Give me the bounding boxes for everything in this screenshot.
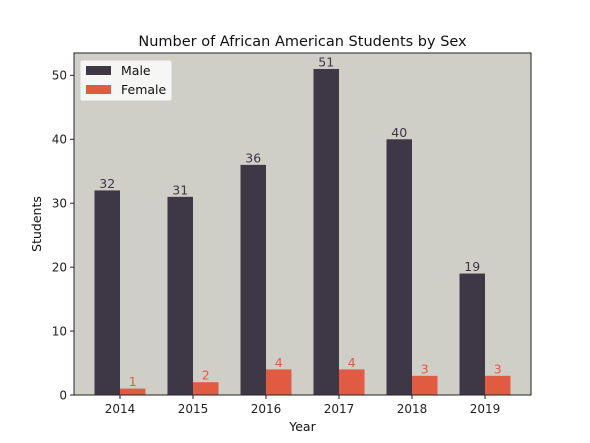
y-tick-label-40: 40	[52, 133, 67, 147]
x-tick-label-2016: 2016	[251, 402, 282, 416]
bars-group	[94, 68, 511, 395]
legend-swatch-male	[86, 66, 111, 75]
y-tick-label-30: 30	[52, 197, 67, 211]
y-axis-label: Students	[29, 196, 44, 252]
y-tick-label-10: 10	[52, 324, 67, 338]
y-axis: 0 10 20 30 40 50	[52, 69, 74, 402]
x-tick-label-2018: 2018	[397, 402, 428, 416]
bar-female-2016	[266, 369, 292, 395]
y-tick-label-50: 50	[52, 69, 67, 83]
bar-male-2018	[386, 139, 412, 395]
plot-area	[74, 53, 531, 395]
data-label-female-2019: 3	[494, 361, 502, 376]
data-label-female-2015: 2	[202, 368, 210, 383]
data-label-male-2017: 51	[318, 54, 334, 69]
data-label-female-2014: 1	[129, 374, 137, 389]
bar-male-2019	[459, 273, 485, 395]
plot-frame	[73, 52, 532, 396]
x-axis: 2014 2015 2016 2017 2018 2019	[105, 395, 501, 416]
y-tick-label-20: 20	[52, 260, 67, 274]
x-tick-label-2017: 2017	[324, 402, 355, 416]
data-label-female-2016: 4	[275, 355, 283, 370]
bar-female-2014	[120, 388, 146, 395]
x-axis-label: Year	[288, 419, 316, 434]
bar-male-2015	[167, 196, 193, 395]
data-label-male-2016: 36	[245, 150, 261, 165]
bar-male-2017	[313, 68, 339, 395]
data-label-male-2019: 19	[464, 259, 480, 274]
data-label-female-2018: 3	[421, 361, 429, 376]
x-tick-label-2014: 2014	[105, 402, 136, 416]
bar-female-2018	[412, 375, 438, 395]
bar-male-2014	[94, 190, 120, 395]
bar-female-2019	[485, 375, 511, 395]
bar-female-2017	[339, 369, 365, 395]
chart-title: Number of African American Students by S…	[138, 34, 467, 50]
legend: Male Female	[79, 59, 173, 102]
bar-male-2016	[240, 164, 266, 395]
data-labels-group: 32 31 36 51 40 19 1 2 4 4 3 3	[99, 54, 501, 389]
legend-label-male: Male	[121, 63, 151, 78]
legend-swatch-female	[86, 85, 111, 94]
y-tick-label-0: 0	[59, 388, 67, 402]
x-tick-label-2019: 2019	[470, 402, 501, 416]
bar-female-2015	[193, 382, 219, 395]
x-tick-label-2015: 2015	[178, 402, 209, 416]
data-label-female-2017: 4	[348, 355, 356, 370]
data-label-male-2015: 31	[172, 182, 188, 197]
legend-label-female: Female	[121, 82, 167, 97]
data-label-male-2018: 40	[391, 125, 407, 140]
data-label-male-2014: 32	[99, 176, 115, 191]
